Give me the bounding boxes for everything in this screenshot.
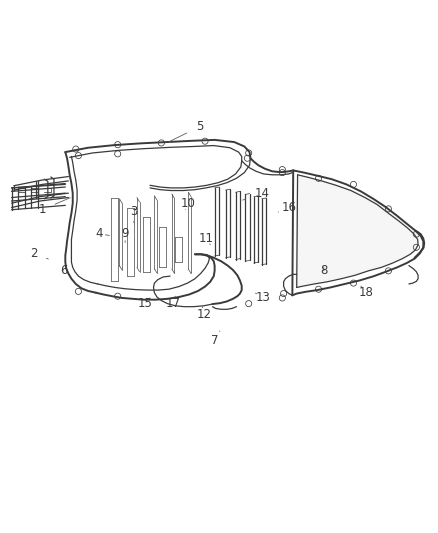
Text: 9: 9 — [121, 227, 129, 243]
Text: 15: 15 — [138, 297, 152, 310]
Text: 17: 17 — [166, 296, 180, 310]
Text: 13: 13 — [255, 290, 270, 304]
Text: 4: 4 — [95, 227, 110, 240]
Text: 14: 14 — [243, 187, 270, 200]
Text: 12: 12 — [196, 306, 211, 321]
Text: 16: 16 — [278, 201, 297, 214]
Text: 10: 10 — [181, 197, 196, 209]
Text: 3: 3 — [130, 205, 138, 223]
Text: 11: 11 — [198, 232, 213, 245]
Text: 8: 8 — [320, 264, 328, 277]
Text: 5: 5 — [169, 120, 203, 142]
Text: 7: 7 — [211, 331, 220, 347]
Text: 18: 18 — [359, 286, 374, 299]
Text: 1: 1 — [39, 198, 70, 216]
Text: 2: 2 — [30, 247, 48, 260]
Text: 6: 6 — [60, 264, 78, 277]
Polygon shape — [296, 175, 418, 286]
